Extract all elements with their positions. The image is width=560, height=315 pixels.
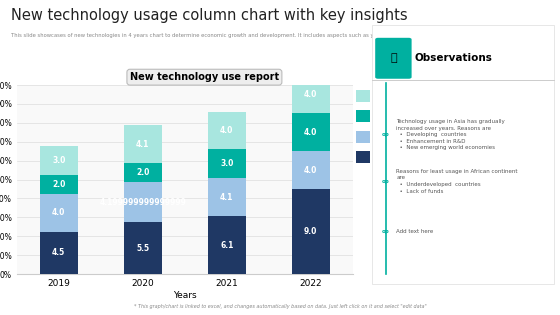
Text: Technology usage in Asia has gradually
increased over years. Reasons are
  •  De: Technology usage in Asia has gradually i… [396,119,505,151]
Bar [208,112,246,149]
Text: Asia: Asia [375,153,391,162]
Text: North America: North America [375,132,431,141]
Text: op: op [382,229,390,234]
X-axis label: Years: Years [173,291,197,300]
Text: Africa: Africa [375,112,398,121]
Text: 2.0: 2.0 [136,169,150,177]
Text: Europe: Europe [375,91,402,100]
Text: Reasons for least usage in African continent
are
  •  Underdeveloped  countries
: Reasons for least usage in African conti… [396,169,518,194]
Text: Observations: Observations [414,53,492,63]
Text: New technology usage column chart with key insights: New technology usage column chart with k… [11,8,408,23]
Bar [292,189,330,274]
Bar [124,125,162,163]
Bar [292,113,330,151]
Text: 6.1: 6.1 [220,241,234,250]
Text: 3.0: 3.0 [220,159,234,168]
Text: This slide showcases of new technologies in 4 years chart to determine economic : This slide showcases of new technologies… [11,33,472,38]
Bar [124,222,162,274]
Text: 👁: 👁 [390,53,396,63]
Text: 4.0: 4.0 [304,166,318,175]
Bar [292,76,330,113]
Text: 4.1: 4.1 [220,192,234,202]
Text: 5.5: 5.5 [136,243,150,253]
Bar [124,182,162,222]
Text: * This graph/chart is linked to excel, and changes automatically based on data. : * This graph/chart is linked to excel, a… [134,304,426,309]
Text: 4.0: 4.0 [52,208,66,217]
Bar [208,149,246,178]
Bar [40,232,78,274]
Text: 4.0: 4.0 [304,128,318,137]
Text: 3.0: 3.0 [52,156,66,165]
Text: op: op [382,179,390,184]
Text: 4.199999999999999: 4.199999999999999 [99,198,186,207]
Text: 4.1: 4.1 [136,140,150,149]
Text: 2.0: 2.0 [52,180,66,189]
Bar [208,216,246,274]
Bar [208,178,246,216]
Text: Add text here: Add text here [396,229,434,234]
Text: 9.0: 9.0 [304,227,318,236]
Text: 4.0: 4.0 [304,90,318,99]
Bar [292,151,330,189]
Bar [40,194,78,232]
Bar [40,175,78,194]
Text: op: op [382,132,390,137]
Bar [40,146,78,175]
Text: 4.0: 4.0 [220,126,234,135]
Text: 4.5: 4.5 [52,248,66,257]
Bar [124,163,162,182]
Text: New technology use report: New technology use report [130,72,279,82]
